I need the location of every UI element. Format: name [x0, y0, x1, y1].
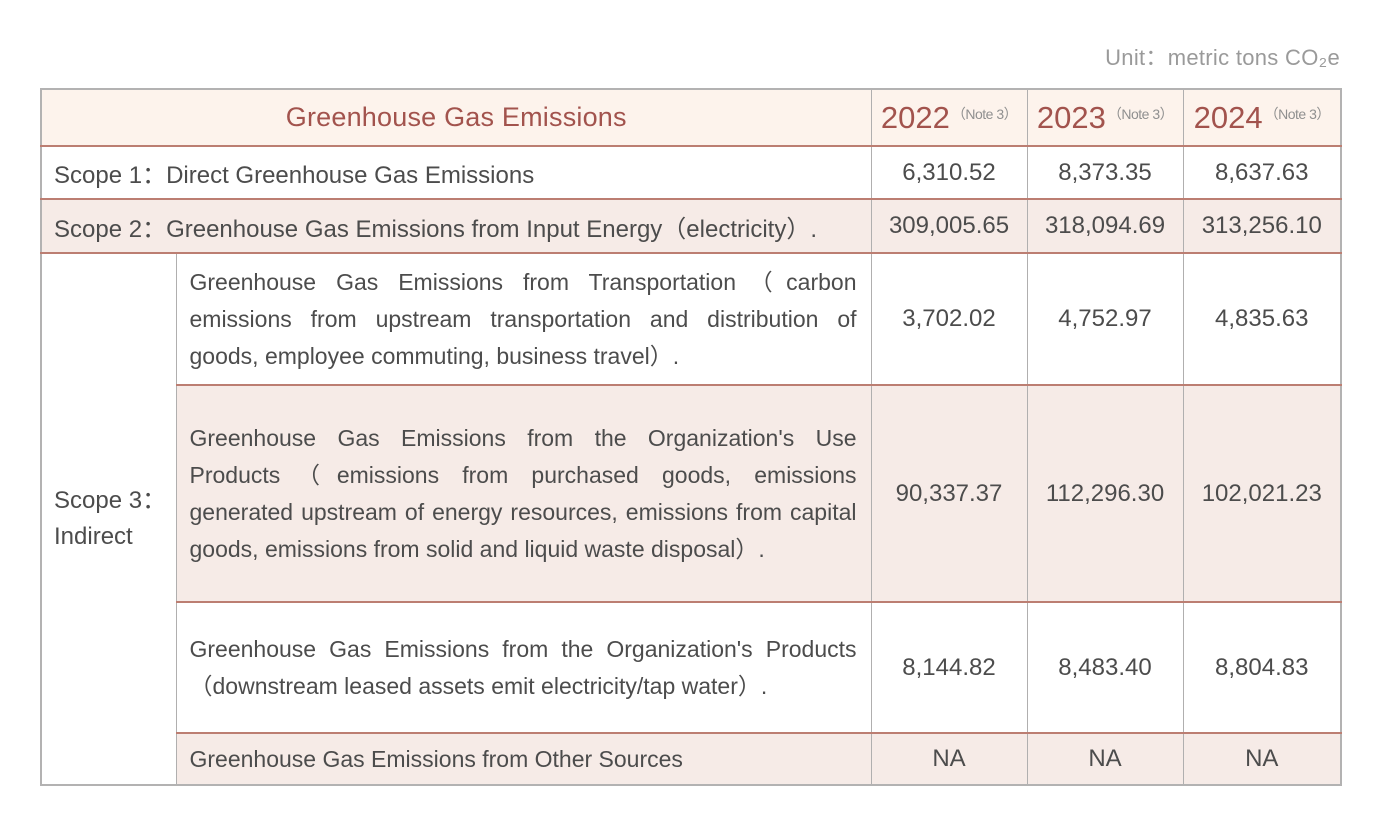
emission-value: 8,483.40 [1026, 601, 1183, 734]
year-header-2022: 2022 （Note 3） [870, 89, 1027, 146]
scope3-label-line: Indirect [54, 523, 133, 551]
scope3-label-line: Scope 3： [54, 487, 167, 515]
note-ref: （Note 3） [1264, 105, 1331, 122]
scope3-row-label: Scope 3： Indirect [41, 251, 176, 786]
table-row-scope3-other-sources: Greenhouse Gas Emissions from Other Sour… [41, 732, 1341, 786]
emission-value: 4,752.97 [1026, 251, 1183, 386]
emission-value: 112,296.30 [1026, 384, 1183, 603]
year-header-2024: 2024 （Note 3） [1182, 89, 1341, 146]
note-ref: （Note 3） [1107, 105, 1174, 122]
unit-label: Unit：metric tons CO₂e [1105, 45, 1340, 70]
table-title: Greenhouse Gas Emissions [41, 89, 871, 146]
emission-value: 8,637.63 [1182, 145, 1341, 199]
table-row-scope1: Scope 1：Direct Greenhouse Gas Emissions … [41, 145, 1341, 199]
emission-value: NA [1026, 732, 1183, 786]
emission-value: 3,702.02 [870, 251, 1027, 386]
year-label: 2023 [1036, 99, 1106, 135]
table-row-scope3-use-products: Greenhouse Gas Emissions from the Organi… [41, 384, 1341, 603]
year-header-2023: 2023 （Note 3） [1026, 89, 1183, 146]
scope3-subrow-description: Greenhouse Gas Emissions from the Organi… [175, 384, 871, 603]
table-row-scope3-products: Greenhouse Gas Emissions from the Organi… [41, 601, 1341, 734]
emission-value: NA [1182, 732, 1341, 786]
note-ref: （Note 3） [951, 105, 1018, 122]
ghg-emissions-table: Greenhouse Gas Emissions 2022 （Note 3） 20… [40, 88, 1342, 787]
emission-value: 313,256.10 [1182, 198, 1341, 253]
emission-value: 6,310.52 [870, 145, 1027, 199]
emission-value: 8,144.82 [870, 601, 1027, 734]
emission-value: 318,094.69 [1026, 198, 1183, 253]
scope3-subrow-description: Greenhouse Gas Emissions from Transporta… [175, 251, 871, 386]
table-row-scope2: Scope 2：Greenhouse Gas Emissions from In… [41, 198, 1341, 253]
emission-value: 90,337.37 [870, 384, 1027, 603]
scope3-subrow-description: Greenhouse Gas Emissions from Other Sour… [175, 732, 871, 786]
emission-value: 8,373.35 [1026, 145, 1183, 199]
emission-value: 4,835.63 [1182, 251, 1341, 386]
year-label: 2022 [880, 99, 950, 135]
emission-value: 309,005.65 [870, 198, 1027, 253]
emission-value: NA [870, 732, 1027, 786]
table-header-row: Greenhouse Gas Emissions 2022 （Note 3） 20… [41, 89, 1341, 146]
scope3-subrow-description: Greenhouse Gas Emissions from the Organi… [175, 601, 871, 734]
emission-value: 8,804.83 [1182, 601, 1341, 734]
table-row-scope3-transportation: Scope 3： Indirect Greenhouse Gas Emissio… [41, 251, 1341, 786]
emission-value: 102,021.23 [1182, 384, 1341, 603]
year-label: 2024 [1193, 99, 1263, 135]
scope1-row-label: Scope 1：Direct Greenhouse Gas Emissions [41, 145, 871, 199]
scope2-row-label: Scope 2：Greenhouse Gas Emissions from In… [41, 198, 871, 253]
